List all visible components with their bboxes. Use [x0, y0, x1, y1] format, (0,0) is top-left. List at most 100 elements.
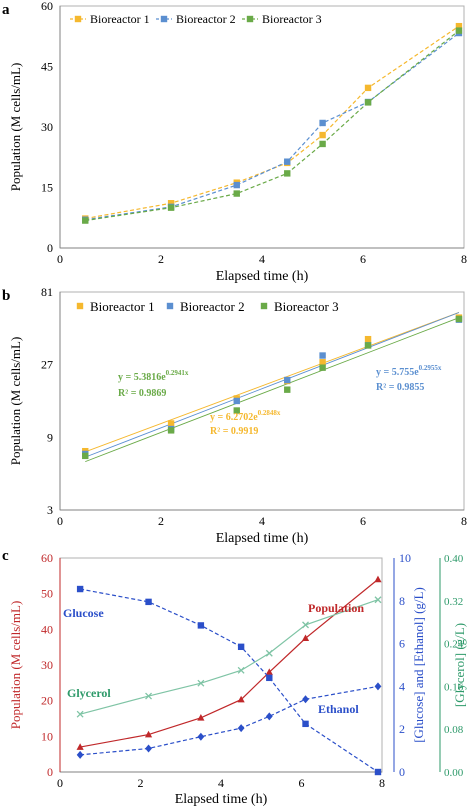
- panel-c-point-population: [301, 634, 310, 642]
- panel-c-right-y-tick-label: 6: [399, 637, 405, 651]
- panel-a-point-bioreactor-1: [364, 84, 372, 92]
- panel-a-point-bioreactor-3: [233, 190, 240, 197]
- panel-c-far-right-y-tick-label: 0.16: [444, 681, 464, 693]
- panel-c-right-y-tick-label: 10: [399, 551, 411, 565]
- panel-c-point-population: [76, 743, 84, 750]
- panel-c-point-glycerol: [302, 621, 309, 629]
- panel-c-x-tick-label: 0: [57, 776, 63, 790]
- panel-b-point-bioreactor-3: [284, 386, 291, 393]
- label-population: Population: [308, 601, 364, 615]
- panel-c-point-glycerol: [265, 649, 273, 657]
- panel-c-series: [76, 575, 382, 776]
- panel-c-point-ethanol: [145, 744, 152, 753]
- panel-a-point-bioreactor-2: [319, 119, 326, 127]
- panel-a-x-tick-label: 2: [158, 252, 164, 266]
- panel-c-far-right-y-tick-label: 0.40: [444, 553, 464, 565]
- svg-text:y = 5.755e0.2955x: y = 5.755e0.2955x: [376, 364, 442, 378]
- panel-c-point-glycerol: [374, 596, 382, 604]
- panel-b-point-bioreactor-2: [284, 376, 291, 384]
- panel-b-legend-item-bioreactor-2: Bioreactor 2: [166, 299, 245, 314]
- fit-2-r2: R² = 0.9855: [376, 382, 424, 393]
- panel-c-left-y-tick-label: 40: [41, 622, 53, 636]
- panel-b-fit-line-3: [85, 317, 460, 463]
- panel-b-point-bioreactor-1: [364, 335, 372, 343]
- fit-1-equation: y = 6.2702e: [210, 412, 258, 423]
- panel-c-point-glucose: [76, 585, 84, 593]
- panel-a-point-bioreactor-1: [167, 200, 175, 207]
- panel-c-point-ethanol: [76, 750, 84, 759]
- panel-c-right-y-tick-label: 4: [399, 679, 405, 693]
- panel-a-point-bioreactor-1: [455, 22, 463, 30]
- panel-c-point-ethanol: [265, 712, 273, 721]
- panel-c-left-y-label: Population (M cells/mL): [8, 601, 23, 730]
- panel-a-letter: a: [2, 2, 10, 18]
- panel-b-fit-lines: [85, 311, 460, 463]
- panel-b-y-tick-label: 9: [47, 430, 53, 444]
- panel-c-left-y-tick-label: 60: [41, 551, 53, 565]
- panel-b-legend-item-bioreactor-3: Bioreactor 3: [260, 299, 339, 314]
- panel-a-y-label: Population (M cells/mL): [8, 63, 23, 192]
- panel-a-y-tick-label: 30: [41, 120, 53, 134]
- panel-b-legend-label: Bioreactor 3: [274, 299, 339, 314]
- panel-c-x-tick-label: 2: [138, 776, 144, 790]
- fit-1-exponent: 0.2848x: [258, 409, 281, 417]
- panel-b-x-tick-label: 8: [461, 514, 467, 528]
- panel-a-legend: Bioreactor 1 Bioreactor 2 Bioreactor 3: [70, 12, 322, 26]
- panel-a-y-tick-label: 60: [41, 0, 53, 13]
- panel-a-point-bioreactor-2: [284, 158, 291, 165]
- panel-c-letter: c: [2, 548, 9, 564]
- panel-b-point-bioreactor-3: [455, 315, 463, 323]
- panel-b-plot-frame: [59, 291, 465, 511]
- panel-c-point-glucose: [266, 674, 273, 682]
- panel-a-point-bioreactor-1: [319, 131, 326, 139]
- panel-b-fit-line-1: [85, 311, 460, 453]
- panel-a-legend-label: Bioreactor 3: [262, 12, 322, 26]
- panel-a-legend-label: Bioreactor 2: [176, 12, 236, 26]
- panel-c-point-population: [265, 668, 273, 675]
- svg-text:y = 5.3816e0.2941x: y = 5.3816e0.2941x: [118, 369, 189, 383]
- panel-a-legend-marker: [160, 15, 168, 23]
- svg-text:y = 6.2702e0.2848x: y = 6.2702e0.2848x: [210, 409, 281, 423]
- panel-a-x-label: Elapsed time (h): [216, 269, 309, 284]
- panel-c-point-glucose: [302, 720, 309, 728]
- panel-b-legend-item-bioreactor-1: Bioreactor 1: [76, 299, 155, 314]
- panel-b-point-bioreactor-2: [319, 352, 326, 359]
- panel-c-x-ticks: 0 2 4 6 8: [57, 776, 385, 790]
- panel-c-far-right-y-tick-label: 0.24: [444, 639, 464, 651]
- panel-a-legend-marker: [246, 15, 254, 23]
- fit-annotation-bioreactor-1: y = 6.2702e0.2848x R² = 0.9919: [210, 409, 281, 437]
- panel-c-x-tick-label: 4: [218, 776, 224, 790]
- panel-b-point-bioreactor-1: [319, 359, 326, 366]
- panel-a-series: [82, 22, 463, 224]
- panel-c-line-glycerol: [79, 599, 379, 715]
- fit-3-equation: y = 5.3816e: [118, 372, 166, 383]
- panel-b-legend-label: Bioreactor 2: [180, 299, 245, 314]
- panel-b-fit-line-2: [85, 312, 460, 458]
- panel-c-point-ethanol: [302, 695, 309, 704]
- panel-c-far-right-y-tick-label: 0.00: [444, 767, 464, 779]
- panel-a-legend-item-bioreactor-3: Bioreactor 3: [242, 12, 322, 26]
- panel-a-point-bioreactor-3: [82, 217, 89, 224]
- panel-c-x-tick-label: 8: [379, 776, 385, 790]
- panel-b-y-tick-label: 3: [47, 503, 53, 517]
- panel-a-line-bioreactor-3: [85, 30, 460, 222]
- panel-b-point-bioreactor-2: [233, 397, 240, 405]
- panel-c-x-label: Elapsed time (h): [175, 792, 268, 807]
- panel-c-line-ethanol: [80, 685, 379, 756]
- panel-a-point-bioreactor-3: [167, 204, 175, 211]
- panel-b-point-bioreactor-3: [167, 427, 175, 434]
- panel-a-x-tick-label: 8: [461, 252, 467, 266]
- panel-c-left-y-ticks: 0 10 20 30 40 50 60: [41, 551, 53, 779]
- panel-b-point-bioreactor-3: [82, 452, 89, 460]
- panel-a-legend-item-bioreactor-2: Bioreactor 2: [156, 12, 236, 26]
- panel-c-point-ethanol: [197, 732, 205, 741]
- panel-c-point-population: [197, 713, 205, 721]
- panel-b-point-bioreactor-3: [364, 342, 372, 349]
- panel-b-legend: Bioreactor 1 Bioreactor 2 Bioreactor 3: [76, 299, 339, 314]
- panel-b-x-tick-label: 2: [158, 514, 164, 528]
- panel-c-far-right-y-tick-label: 0.32: [444, 596, 463, 608]
